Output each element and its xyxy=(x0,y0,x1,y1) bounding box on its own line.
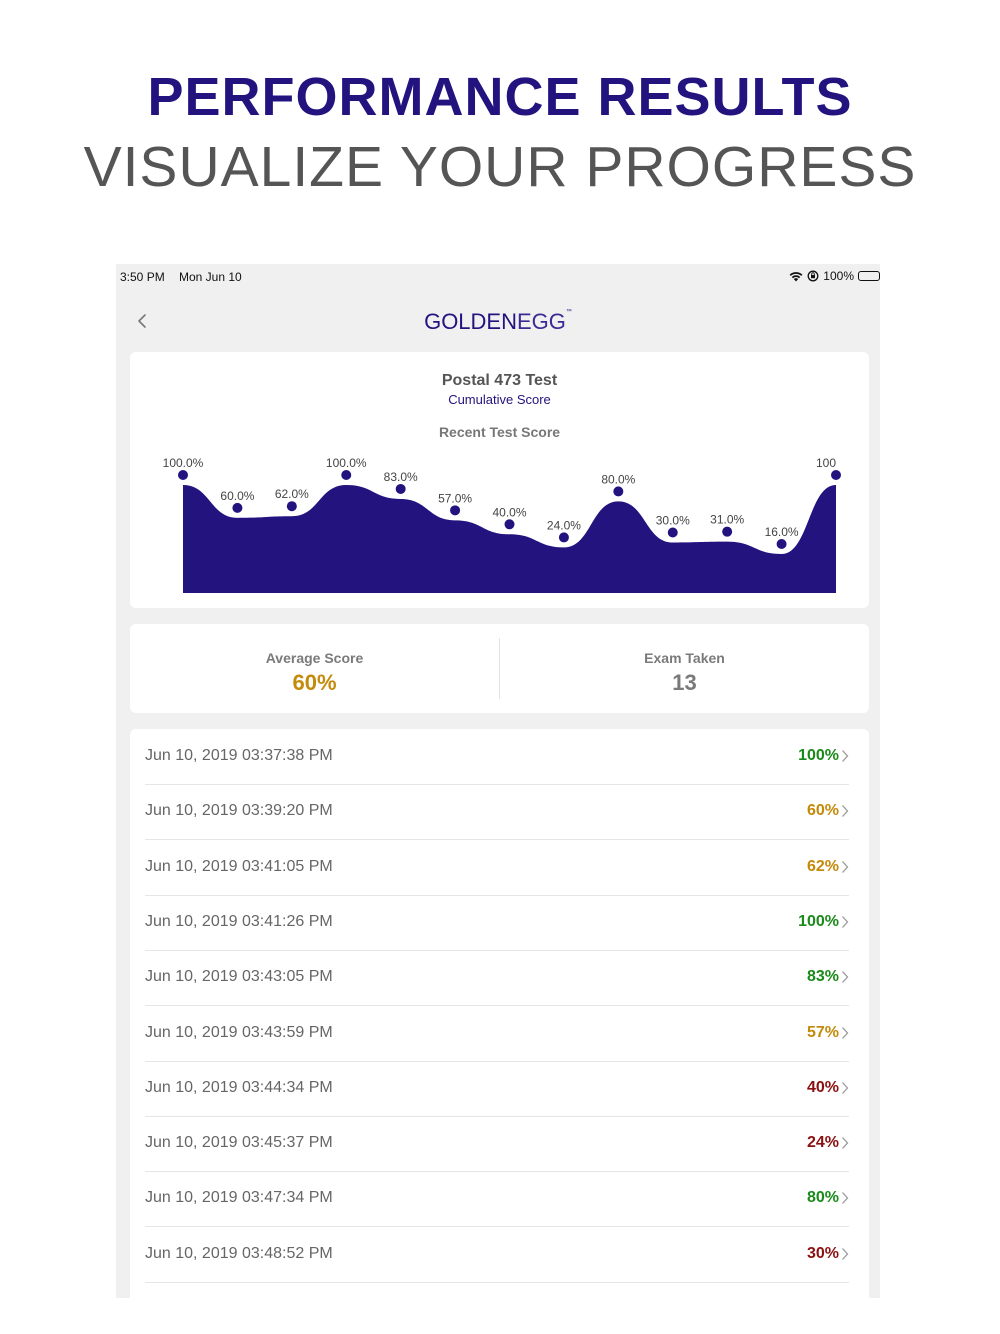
chart-card: Postal 473 Test Cumulative Score Recent … xyxy=(130,352,869,608)
chevron-right-icon xyxy=(842,915,849,928)
chevron-right-icon xyxy=(842,1247,849,1260)
stat-divider xyxy=(499,638,500,699)
app-logo: GOLDENEGG™ xyxy=(116,309,880,335)
chart-data-label: 57.0% xyxy=(438,491,472,505)
result-score: 57% xyxy=(806,1023,839,1041)
status-right: 100% xyxy=(789,269,880,283)
result-score: 80% xyxy=(806,1189,839,1207)
logo-egg: EGG xyxy=(517,309,566,334)
chart-point[interactable] xyxy=(504,519,515,530)
result-row[interactable]: Jun 10, 2019 03:41:26 PM 100% xyxy=(145,895,849,951)
chart-point[interactable] xyxy=(613,486,624,497)
test-title: Postal 473 Test xyxy=(441,372,558,389)
exam-taken-stat: Exam Taken 13 xyxy=(500,624,869,713)
chart-point[interactable] xyxy=(178,470,188,480)
result-score: 60% xyxy=(806,802,839,820)
result-row[interactable]: Jun 10, 2019 03:43:59 PM 57% xyxy=(145,1006,849,1062)
chart-point[interactable] xyxy=(286,501,297,512)
result-score: 83% xyxy=(806,968,839,986)
result-row[interactable]: Jun 10, 2019 03:44:34 PM 40% xyxy=(145,1061,849,1117)
result-row[interactable]: Jun 10, 2019 03:37:38 PM 100% xyxy=(145,729,849,785)
result-date: Jun 10, 2019 03:43:59 PM xyxy=(145,1023,333,1041)
chart-data-label: 80.0% xyxy=(601,472,635,486)
chart-data-label: 62.0% xyxy=(275,487,309,501)
chevron-right-icon xyxy=(842,1081,849,1094)
result-date: Jun 10, 2019 03:48:52 PM xyxy=(145,1244,333,1262)
result-row[interactable]: Jun 10, 2019 03:41:05 PM 62% xyxy=(145,840,849,896)
results-list: Jun 10, 2019 03:37:38 PM 100% Jun 10, 2019… xyxy=(130,729,869,1298)
wifi-icon xyxy=(789,271,803,281)
chevron-right-icon xyxy=(842,1137,849,1150)
chart-point[interactable] xyxy=(450,505,461,516)
cumulative-score-link[interactable]: Cumulative Score xyxy=(448,392,551,407)
score-area-chart: 100.0% 60.0% 62.0% 100.0% 83.0% 57.0% 40.0% 24.… xyxy=(163,456,841,593)
chart-data-label: 16.0% xyxy=(765,525,799,539)
logo-trademark: ™ xyxy=(565,309,572,315)
result-row[interactable]: Jun 10, 2019 03:39:20 PM 60% xyxy=(145,784,849,841)
chart-data-label: 100.0% xyxy=(326,456,367,470)
chart-data-label: 100.0% xyxy=(163,456,204,470)
chart-heading: Recent Test Score xyxy=(438,424,561,440)
result-date: Jun 10, 2019 03:39:20 PM xyxy=(145,802,333,820)
average-score-stat: Average Score 60% xyxy=(130,624,499,713)
status-bar: 3:50 PM Mon Jun 10 100% xyxy=(116,264,880,288)
result-row[interactable]: Jun 10, 2019 03:48:52 PM 30% xyxy=(145,1227,849,1283)
result-date: Jun 10, 2019 03:41:05 PM xyxy=(145,857,333,875)
average-score-value: 60% xyxy=(292,670,337,695)
chevron-right-icon xyxy=(842,1026,849,1039)
result-date: Jun 10, 2019 03:45:37 PM xyxy=(145,1134,333,1152)
average-score-label: Average Score xyxy=(265,650,364,666)
status-time: 3:50 PM xyxy=(120,270,165,284)
chart-data-label: 100 xyxy=(816,456,836,470)
device-screen: 3:50 PM Mon Jun 10 100% GOLDENEGG™ Posta xyxy=(116,264,880,1298)
chart-data-label: 83.0% xyxy=(384,470,418,484)
chart-point[interactable] xyxy=(722,526,733,537)
chevron-right-icon xyxy=(842,1192,849,1205)
chevron-right-icon xyxy=(842,750,849,762)
battery-percent: 100% xyxy=(823,269,854,283)
chart-point[interactable] xyxy=(776,539,787,549)
chart-data-label: 30.0% xyxy=(656,514,690,528)
chart-data-label: 60.0% xyxy=(220,489,254,503)
headline-subtitle: VISUALIZE YOUR PROGRESS xyxy=(83,135,917,199)
status-date: Mon Jun 10 xyxy=(179,270,242,284)
chart-point[interactable] xyxy=(831,470,841,480)
chart-point[interactable] xyxy=(341,470,352,480)
chart-point[interactable] xyxy=(232,502,243,513)
result-score: 24% xyxy=(806,1134,839,1152)
nav-bar: GOLDENEGG™ xyxy=(116,300,880,344)
result-score: 62% xyxy=(806,857,839,875)
headline-title: PERFORMANCE RESULTS xyxy=(147,67,853,127)
chevron-left-icon[interactable] xyxy=(126,306,156,336)
chart-point[interactable] xyxy=(558,532,569,543)
chart-point[interactable] xyxy=(395,483,406,494)
chart-area xyxy=(183,485,836,593)
result-score: 100% xyxy=(798,747,839,764)
chart-point[interactable] xyxy=(667,527,678,538)
result-row[interactable]: Jun 10, 2019 03:43:05 PM 83% xyxy=(145,950,849,1007)
result-date: Jun 10, 2019 03:44:34 PM xyxy=(145,1078,333,1096)
rotation-lock-icon xyxy=(807,270,819,282)
chevron-right-icon xyxy=(842,860,849,873)
chevron-right-icon xyxy=(842,971,849,984)
exam-taken-label: Exam Taken xyxy=(644,650,725,666)
result-row[interactable]: Jun 10, 2019 03:45:37 PM 24% xyxy=(145,1116,849,1173)
chart-data-label: 40.0% xyxy=(492,505,526,519)
result-score: 100% xyxy=(798,912,839,930)
result-score: 30% xyxy=(806,1244,839,1262)
battery-icon xyxy=(858,271,880,281)
result-score: 40% xyxy=(806,1078,839,1096)
exam-taken-value: 13 xyxy=(672,670,697,695)
logo-golden: GOLDEN xyxy=(424,309,517,334)
result-date: Jun 10, 2019 03:37:38 PM xyxy=(145,747,333,764)
result-row[interactable]: Jun 10, 2019 03:47:34 PM 80% xyxy=(145,1171,849,1228)
result-date: Jun 10, 2019 03:41:26 PM xyxy=(145,912,333,930)
stats-card: Average Score 60% Exam Taken 13 xyxy=(130,624,869,713)
result-date: Jun 10, 2019 03:43:05 PM xyxy=(145,968,333,986)
chart-data-label: 31.0% xyxy=(710,513,744,527)
chart-data-label: 24.0% xyxy=(547,518,581,532)
chevron-right-icon xyxy=(842,805,849,818)
result-date: Jun 10, 2019 03:47:34 PM xyxy=(145,1189,333,1207)
